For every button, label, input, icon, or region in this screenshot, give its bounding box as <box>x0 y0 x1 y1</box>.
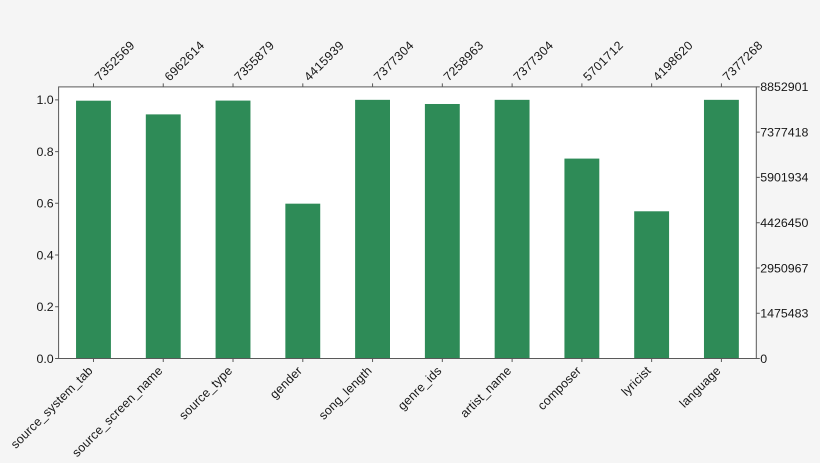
svg-text:0: 0 <box>760 352 767 366</box>
svg-text:6962614: 6962614 <box>162 38 208 84</box>
svg-text:1475483: 1475483 <box>760 307 808 321</box>
svg-text:lyricist: lyricist <box>619 363 654 398</box>
svg-text:7377304: 7377304 <box>511 38 557 84</box>
svg-text:0.4: 0.4 <box>36 248 53 262</box>
svg-text:7352569: 7352569 <box>92 38 138 84</box>
svg-text:0.6: 0.6 <box>36 197 53 211</box>
svg-text:artist_name: artist_name <box>457 364 514 421</box>
svg-text:7377418: 7377418 <box>760 125 808 139</box>
svg-text:0.2: 0.2 <box>36 300 53 314</box>
svg-text:7355879: 7355879 <box>232 38 278 84</box>
svg-text:2950967: 2950967 <box>760 261 808 275</box>
svg-text:7377268: 7377268 <box>720 38 766 84</box>
svg-text:4198620: 4198620 <box>650 38 696 84</box>
svg-text:source_type: source_type <box>176 364 235 423</box>
svg-text:gender: gender <box>267 364 305 402</box>
svg-text:language: language <box>677 364 724 411</box>
svg-text:7258963: 7258963 <box>441 38 487 84</box>
svg-text:5901934: 5901934 <box>760 171 808 185</box>
svg-text:0.0: 0.0 <box>36 352 53 366</box>
svg-text:composer: composer <box>535 364 584 413</box>
svg-text:4426450: 4426450 <box>760 216 808 230</box>
svg-text:7377304: 7377304 <box>371 38 417 84</box>
svg-text:1.0: 1.0 <box>36 93 53 107</box>
svg-text:8852901: 8852901 <box>760 80 808 94</box>
svg-text:4415939: 4415939 <box>301 38 347 84</box>
svg-text:0.8: 0.8 <box>36 145 53 159</box>
svg-text:genre_ids: genre_ids <box>395 364 444 413</box>
svg-text:5701712: 5701712 <box>580 38 626 84</box>
svg-text:song_length: song_length <box>316 364 375 423</box>
